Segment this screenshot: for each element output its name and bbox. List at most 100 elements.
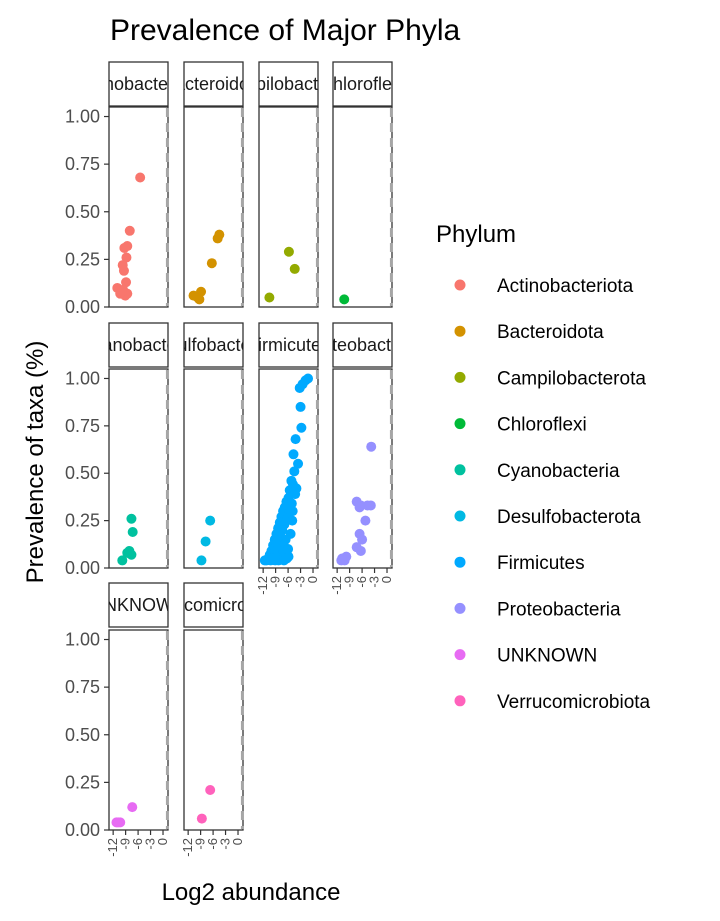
point-bacteroidota [192, 292, 203, 303]
facet-strip-cyanobacteria [108, 322, 169, 368]
x-tick-label: -6 [130, 838, 145, 850]
x-tick-label: -3 [218, 838, 233, 850]
legend-label-proteobacteria: Proteobacteria [497, 599, 621, 620]
point-campilobacterota [283, 246, 294, 257]
point-bacteroidota [212, 233, 223, 244]
y-tick-label: 0.50 [65, 725, 100, 745]
point-firmicutes [259, 555, 270, 566]
point-firmicutes [289, 466, 300, 477]
point-cyanobacteria [122, 547, 133, 558]
point-proteobacteria [355, 545, 366, 556]
legend-key-desulfobacterota [454, 510, 466, 522]
y-tick-label: 0.75 [65, 154, 100, 174]
facet-strip-label-actinobacteriota: Actinobacteriota [74, 74, 204, 94]
panel-border-unknown [108, 629, 169, 831]
x-tick-label: -3 [143, 838, 158, 850]
facet-strip-actinobacteriota [108, 61, 169, 107]
point-firmicutes [296, 422, 307, 433]
point-desulfobacterota [196, 555, 207, 566]
y-tick-label: 1.00 [65, 630, 100, 650]
facet-strip-verrucomicrobiota [183, 582, 244, 628]
point-firmicutes [295, 401, 306, 412]
facet-strip-label-verrucomicrobiota: Verrucomicrobiota [141, 595, 287, 615]
x-tick-label: -12 [329, 576, 344, 595]
y-tick-label: 0.25 [65, 249, 100, 269]
facet-campilobacterota: Campilobacterota [218, 61, 360, 308]
point-firmicutes [283, 544, 294, 555]
point-proteobacteria [336, 555, 347, 566]
facet-bacteroidota: Bacteroidota [183, 61, 244, 308]
point-firmicutes [270, 555, 281, 566]
legend-label-chloroflexi: Chloroflexi [497, 415, 587, 436]
x-tick-label: 0 [155, 838, 170, 845]
y-tick-label: 1.00 [65, 368, 100, 388]
legend-label-firmicutes: Firmicutes [497, 553, 585, 574]
x-tick-label: 0 [379, 576, 394, 583]
x-tick-label: -6 [280, 576, 295, 588]
point-proteobacteria [354, 502, 365, 513]
point-verrucomicrobiota [196, 813, 207, 824]
point-cyanobacteria [126, 513, 137, 524]
x-tick-label: 0 [230, 838, 245, 845]
point-firmicutes [283, 551, 294, 562]
panel-border-cyanobacteria [108, 368, 169, 569]
point-firmicutes [294, 382, 305, 393]
x-tick-label: -12 [180, 838, 195, 857]
facet-strip-label-desulfobacterota: Desulfobacterota [145, 335, 282, 355]
legend-key-firmicutes [454, 556, 466, 568]
facet-strip-chloroflexi [332, 61, 393, 107]
legend-key-verrucomicrobiota [454, 695, 466, 707]
point-firmicutes [293, 458, 304, 469]
facet-proteobacteria: Proteobacteria-12-9-6-30 [329, 322, 394, 595]
point-verrucomicrobiota [205, 785, 216, 795]
panel-border-bacteroidota [183, 106, 244, 308]
facet-chloroflexi: Chloroflexi [320, 61, 405, 308]
y-tick-label: 0.25 [65, 511, 100, 531]
y-tick-label: 0.50 [65, 202, 100, 222]
facet-desulfobacterota: Desulfobacterota [145, 322, 282, 569]
legend-key-chloroflexi [454, 418, 466, 430]
legend-label-unknown: UNKNOWN [497, 646, 597, 667]
point-firmicutes [287, 506, 298, 517]
legend-key-proteobacteria [454, 602, 466, 614]
facet-firmicutes: Firmicutes -12-9-6-30 [255, 322, 320, 595]
legend-label-desulfobacterota: Desulfobacterota [497, 507, 641, 528]
point-bacteroidota [206, 258, 217, 269]
legend-key-bacteroidota [454, 325, 466, 337]
y-tick-label: 0.00 [65, 297, 100, 317]
y-axis-title: Prevalence of taxa (%) [22, 341, 49, 584]
point-cyanobacteria [117, 555, 128, 566]
legend-label-actinobacteriota: Actinobacteriota [497, 276, 634, 297]
x-tick-label: -12 [105, 838, 120, 857]
facet-strip-label-chloroflexi: Chloroflexi [320, 74, 405, 94]
point-actinobacteriota [116, 286, 127, 297]
point-firmicutes [287, 515, 298, 526]
panel-border-campilobacterota [258, 106, 319, 308]
x-tick-label: -6 [354, 576, 369, 588]
x-tick-label: 0 [305, 576, 320, 583]
x-tick-label: -9 [342, 576, 357, 588]
legend-title: Phylum [436, 221, 516, 248]
x-tick-label: -9 [268, 576, 283, 588]
point-firmicutes [288, 449, 299, 460]
facet-strip-desulfobacterota [183, 322, 244, 368]
legend: Actinobacteriota Bacteroidota Campilobacte… [454, 276, 651, 713]
facet-strip-firmicutes [258, 322, 319, 368]
point-firmicutes [290, 434, 301, 445]
x-tick-label: -12 [255, 576, 270, 595]
y-tick-label: 0.75 [65, 416, 100, 436]
facet-strip-campilobacterota [258, 61, 319, 107]
point-proteobacteria [357, 534, 368, 545]
point-firmicutes [291, 483, 302, 494]
x-tick-label: -6 [205, 838, 220, 850]
point-actinobacteriota [124, 225, 135, 236]
point-campilobacterota [264, 292, 275, 303]
facet-strip-unknown [108, 582, 169, 628]
facet-strip-label-campilobacterota: Campilobacterota [218, 74, 360, 94]
x-tick-label: -3 [293, 576, 308, 588]
legend-key-cyanobacteria [454, 464, 466, 476]
point-campilobacterota [289, 263, 300, 274]
point-proteobacteria [366, 441, 377, 452]
x-tick-label: -3 [367, 576, 382, 588]
